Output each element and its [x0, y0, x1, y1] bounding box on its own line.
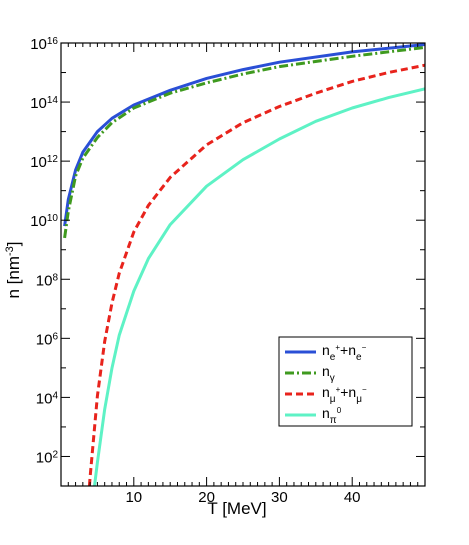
- y-tick-label: 102: [36, 449, 59, 467]
- x-tick-label: 30: [271, 489, 288, 506]
- series-layer: [63, 43, 425, 486]
- series-line-0: [63, 43, 425, 227]
- y-tick-label: 106: [36, 331, 59, 349]
- y-tick-label: 108: [36, 272, 59, 290]
- x-tick-label: 10: [125, 489, 142, 506]
- legend-label: nπ0: [322, 405, 342, 426]
- x-tick-label: 20: [198, 489, 215, 506]
- series-line-1: [63, 45, 425, 239]
- series-line-3: [93, 87, 425, 486]
- y-tick-label: 1010: [30, 213, 58, 231]
- y-tick-label: 1012: [30, 154, 58, 172]
- x-axis-label: T [MeV]: [207, 499, 266, 518]
- x-tick-label: 40: [344, 489, 361, 506]
- legend-label: nγ: [322, 363, 335, 384]
- y-axis-label: n [nm-3]: [4, 241, 23, 298]
- legend-label: ne++ne−: [322, 342, 367, 363]
- y-tick-label: 1016: [30, 36, 58, 54]
- y-tick-label: 1014: [30, 95, 58, 113]
- y-tick-label: 104: [36, 390, 59, 408]
- legend-label: nμ++nμ−: [322, 384, 367, 405]
- x-axis-ticks: 10 20 30 40: [67, 43, 419, 506]
- y-axis-ticks: 102 104 106 108 1010 1012 1014 1016: [30, 36, 425, 467]
